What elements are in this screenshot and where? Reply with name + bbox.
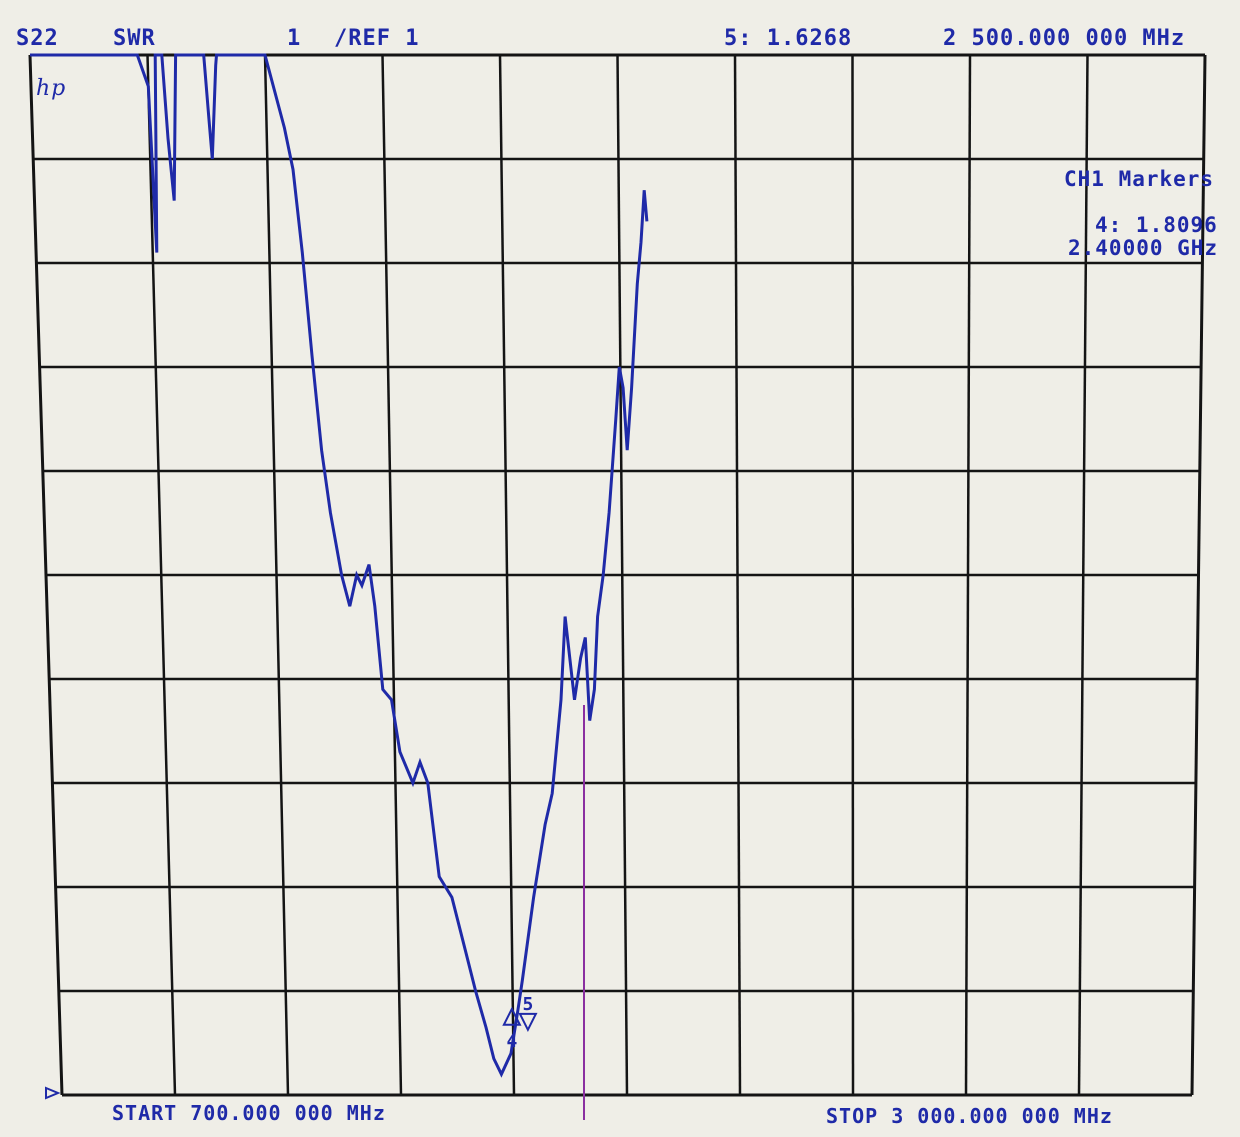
- format-label: SWR: [113, 26, 156, 51]
- marker-4-label: 4: [506, 1031, 517, 1052]
- active-marker-frequency: 2 500.000 000 MHz: [943, 26, 1186, 51]
- markers-panel-value: 4: 1.8096: [1095, 213, 1218, 237]
- grid-vertical-line: [964, 54, 972, 1096]
- trace-line: [30, 53, 649, 1078]
- grid-vertical-line: [733, 54, 742, 1096]
- parameter-label: S22: [16, 26, 59, 51]
- markers-panel-frequency: 2.40000 GHz: [1068, 236, 1219, 260]
- reference-position-marker: [45, 1086, 61, 1100]
- marker-4-symbol: [502, 1006, 522, 1026]
- active-marker-readout: 5: 1.6268: [724, 26, 853, 51]
- marker-5-label: 5: [522, 994, 533, 1015]
- grid-vertical-line: [1190, 54, 1207, 1096]
- hp-logo: hp: [36, 76, 67, 101]
- marker-5-symbol: [518, 1012, 538, 1033]
- grid-vertical-line: [1077, 54, 1089, 1096]
- start-frequency: START 700.000 000 MHz: [112, 1101, 386, 1125]
- reference-label: /REF 1: [334, 26, 420, 51]
- marker-layer: 45: [502, 994, 538, 1052]
- markers-panel-title: CH1 Markers: [1064, 167, 1215, 191]
- stop-frequency: STOP 3 000.000 000 MHz: [826, 1104, 1113, 1128]
- graticule: [28, 53, 1207, 1097]
- scale-label: 1: [287, 26, 302, 51]
- grid-vertical-line: [851, 54, 855, 1096]
